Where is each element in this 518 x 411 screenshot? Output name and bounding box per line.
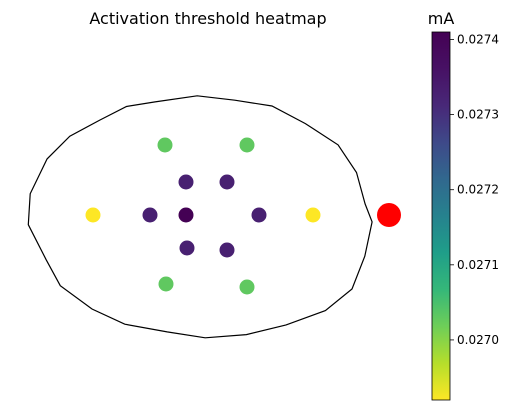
colorbar: mA 0.0270 0.0271 0.0272 0.0273 0.0274 — [428, 9, 499, 401]
scatter-point-7 — [219, 242, 235, 258]
colorbar-tick-label-1: 0.0270 — [457, 333, 499, 347]
scatter-point-4 — [142, 207, 158, 223]
scatter-point-12 — [85, 207, 101, 223]
plot-area — [27, 95, 401, 339]
colorbar-tick-label-4: 0.0273 — [457, 108, 499, 122]
colorbar-unit-label: mA — [428, 9, 455, 28]
scatter-point-6 — [179, 240, 195, 256]
scatter-point-8 — [157, 137, 173, 153]
scatter-point-11 — [239, 279, 255, 295]
chart-title: Activation threshold heatmap — [89, 9, 326, 28]
scatter-point-9 — [239, 137, 255, 153]
scatter-point-2 — [178, 174, 194, 190]
scatter-point-13 — [305, 207, 321, 223]
colorbar-ticks: 0.0270 0.0271 0.0272 0.0273 0.0274 — [450, 33, 499, 347]
scatter-point-1 — [178, 207, 194, 223]
scatter-points — [85, 137, 321, 295]
colorbar-tick-label-2: 0.0271 — [457, 258, 499, 272]
colorbar-tick-label-3: 0.0272 — [457, 183, 499, 197]
scatter-point-3 — [219, 174, 235, 190]
colorbar-tick-label-5: 0.0274 — [457, 33, 499, 47]
red-marker — [377, 203, 401, 227]
scatter-point-10 — [158, 276, 174, 292]
scatter-point-5 — [251, 207, 267, 223]
outline-contour — [27, 95, 373, 339]
colorbar-gradient — [431, 31, 451, 401]
